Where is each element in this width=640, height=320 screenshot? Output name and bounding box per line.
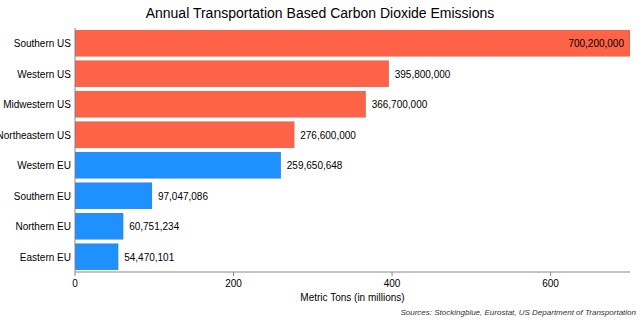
bar — [75, 213, 123, 239]
bar — [75, 122, 294, 148]
chart-svg: Annual Transportation Based Carbon Dioxi… — [0, 0, 640, 320]
data-label: 700,200,000 — [568, 38, 624, 49]
category-label: Northern EU — [15, 221, 71, 232]
x-tick — [233, 272, 234, 276]
bar — [75, 183, 152, 209]
x-tick-label: 0 — [72, 278, 78, 289]
source-note: Sources: Stockingblue, Eurostat, US Depa… — [400, 308, 636, 317]
category-labels: Southern US Western US Midwestern US Northe… — [0, 38, 71, 263]
category-label: Southern EU — [14, 191, 71, 202]
data-label: 366,700,000 — [372, 99, 428, 110]
data-label: 60,751,234 — [129, 221, 179, 232]
x-tick-label: 600 — [542, 278, 559, 289]
data-label: 97,047,086 — [158, 191, 208, 202]
data-label: 259,650,648 — [287, 160, 343, 171]
x-tick-label: 400 — [384, 278, 401, 289]
y-axis-line — [75, 28, 76, 272]
data-label: 276,600,000 — [300, 130, 356, 141]
data-label: 54,470,101 — [124, 252, 174, 263]
category-label: Midwestern US — [3, 99, 71, 110]
bar — [75, 244, 118, 270]
category-label: Eastern EU — [20, 252, 71, 263]
category-label: Southern US — [14, 38, 72, 49]
data-labels: 700,200,000 395,800,000 366,700,000 276,600… — [124, 38, 624, 263]
x-axis-line — [75, 272, 630, 273]
category-label: Western EU — [17, 160, 71, 171]
chart-title: Annual Transportation Based Carbon Dioxi… — [146, 5, 495, 21]
bar — [75, 152, 281, 178]
x-tick — [392, 272, 393, 276]
category-label: Northeastern US — [0, 130, 71, 141]
x-tick-label: 200 — [225, 278, 242, 289]
chart-container: Annual Transportation Based Carbon Dioxi… — [0, 0, 640, 320]
x-tick — [75, 272, 76, 276]
bars — [75, 30, 630, 270]
x-tick — [550, 272, 551, 276]
x-axis-label: Metric Tons (in millions) — [300, 292, 404, 303]
data-label: 395,800,000 — [395, 69, 451, 80]
category-label: Western US — [17, 69, 71, 80]
bar — [75, 30, 630, 56]
bar — [75, 91, 366, 117]
bar — [75, 61, 389, 87]
